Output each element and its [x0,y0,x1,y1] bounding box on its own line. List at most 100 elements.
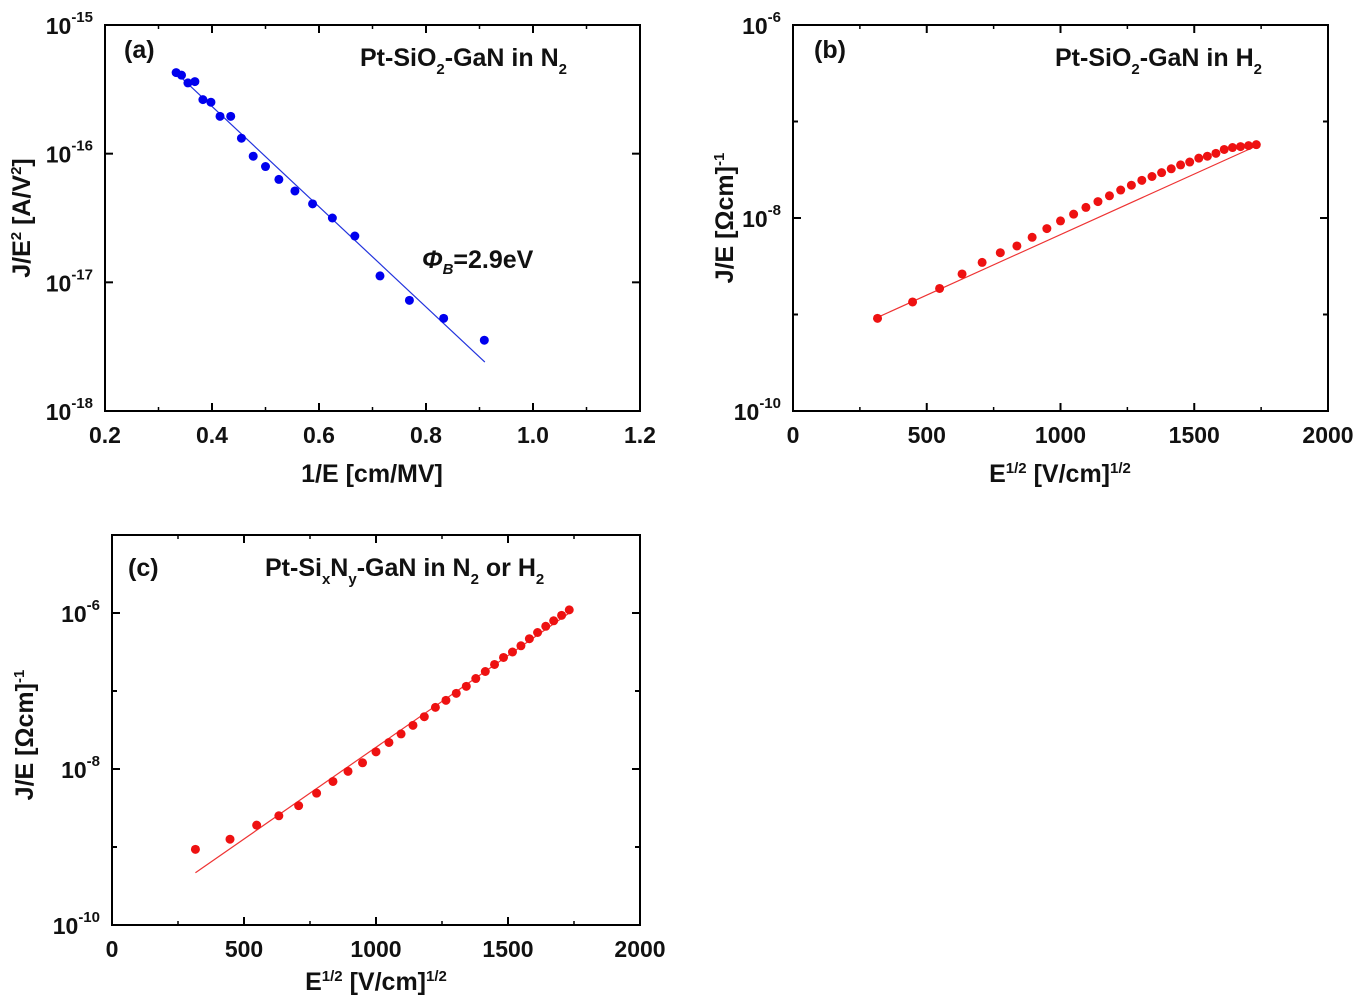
x-tick-label: 0.4 [196,422,228,448]
panel-c-y-axis-label: J/E [Ωcm]-1 [11,670,39,801]
data-point [177,70,187,80]
panel-c-frame [111,534,641,926]
x-tick-label: 0.6 [303,422,335,448]
panel-c-label: (c) [128,554,159,582]
data-point [977,257,987,267]
data-point [328,776,338,786]
panel-a-ticks [104,24,641,412]
panel-b-fit [873,145,1258,320]
data-point [1251,140,1261,150]
data-point [384,737,394,747]
data-point [358,758,368,768]
x-tick-label: 500 [225,936,263,962]
panel-b-points [873,140,1261,323]
data-point [1236,142,1246,152]
data-point [308,199,318,209]
data-point [564,605,574,615]
panel-a-fit-label: ΦB=2.9eV [422,246,534,278]
panel-b-ticks [792,24,1329,412]
data-point [461,681,471,691]
x-tick-label: 0 [787,422,800,448]
panel-a-label: (a) [124,36,155,64]
panel-c-points [190,605,574,854]
x-tick-label: 1.2 [624,422,656,448]
data-point [1081,202,1091,212]
data-point [524,634,534,644]
panel-c-annotation: Pt-SixNy-GaN in N2 or H2 [265,554,544,588]
data-point [274,811,284,821]
data-point [908,297,918,307]
x-tick-label: 2000 [1302,422,1353,448]
y-tick-label: 10-10 [734,395,781,425]
y-tick-label: 10-17 [46,266,93,296]
y-tick-label: 10-18 [46,395,93,425]
data-point [1147,172,1157,182]
data-point [1185,157,1195,167]
data-point [439,313,449,323]
data-point [935,283,945,293]
data-point [1137,175,1147,185]
data-point [225,834,235,844]
data-point [1093,197,1103,207]
data-point [396,729,406,739]
data-point [236,133,246,143]
x-tick-label: 1500 [482,936,533,962]
y-tick-label: 10-6 [61,597,100,627]
data-point [441,695,451,705]
panel-c-x-axis-label: E1/2 [V/cm]1/2 [305,968,447,996]
x-tick-label: 1000 [1035,422,1086,448]
panel-b-y-tick-labels: 10-10 10-8 10-6 [734,9,781,425]
data-point [252,820,262,830]
data-point [190,844,200,854]
panel-a-y-tick-labels: 10-18 10-17 10-16 10-15 [46,9,93,425]
data-point [1126,180,1136,190]
data-point [995,248,1005,258]
x-tick-label: 0.2 [89,422,121,448]
data-point [533,628,543,637]
x-tick-label: 500 [908,422,946,448]
y-tick-label: 10-8 [742,202,781,232]
panel-a-x-axis-label: 1/E [cm/MV] [301,460,443,488]
y-tick-label: 10-6 [742,9,781,39]
data-point [1202,151,1212,161]
data-point [1116,185,1126,195]
panel-c-ticks [111,534,641,926]
data-point [290,186,300,196]
y-tick-label: 10-15 [46,9,93,39]
data-point [1219,144,1229,154]
data-point [261,162,270,172]
data-point [1069,209,1079,219]
panel-b-x-tick-labels: 0 500 1000 1500 2000 [787,422,1354,448]
data-point [557,610,567,620]
fit-line [873,145,1258,320]
data-point [499,652,509,662]
data-point [1027,232,1037,242]
data-point [1244,141,1254,151]
data-point [451,688,461,698]
data-point [350,231,360,241]
data-point [206,97,216,107]
panel-b-annotation: Pt-SiO2-GaN in H2 [1055,44,1262,78]
data-point [198,95,208,105]
panel-a-y-axis-label: J/E2 [A/V2] [8,158,36,278]
panel-b-label: (b) [814,36,846,64]
data-point [480,667,490,676]
data-point [248,151,258,161]
data-point [1104,191,1114,201]
data-point [1056,216,1065,226]
data-point [294,801,304,811]
x-tick-label: 0 [106,936,119,962]
data-point [541,621,551,631]
data-point [215,111,225,121]
data-point [183,78,193,88]
panel-a: 0.2 0.4 0.6 0.8 1.0 1.2 10-1810-1710-1610-15 … [8,9,656,488]
data-point [957,269,967,279]
panel-c: 0 500 1000 1500 2000 10-10 10-8 10-6 (c) Pt-Si… [11,534,666,996]
data-point [404,295,414,305]
panel-a-points [171,68,489,345]
data-point [312,788,322,798]
panel-b-y-axis-label: J/E [Ωcm]-1 [711,153,739,284]
data-point [490,659,500,669]
y-tick-label: 10-10 [53,909,100,939]
